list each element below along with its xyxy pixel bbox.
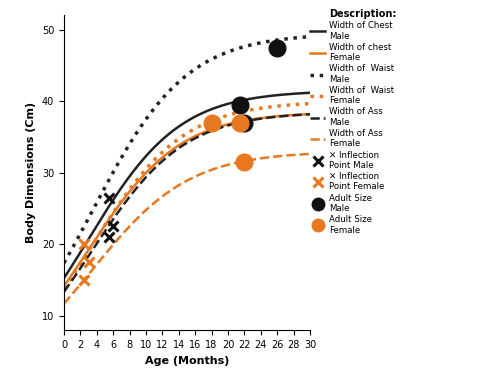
X-axis label: Age (Months): Age (Months)	[145, 356, 229, 366]
Y-axis label: Body Dimensions (Cm): Body Dimensions (Cm)	[26, 102, 36, 243]
Legend: Description:, Width of Chest
Male, Width of chest
Female, Width of  Waist
Male, : Description:, Width of Chest Male, Width…	[310, 9, 396, 235]
